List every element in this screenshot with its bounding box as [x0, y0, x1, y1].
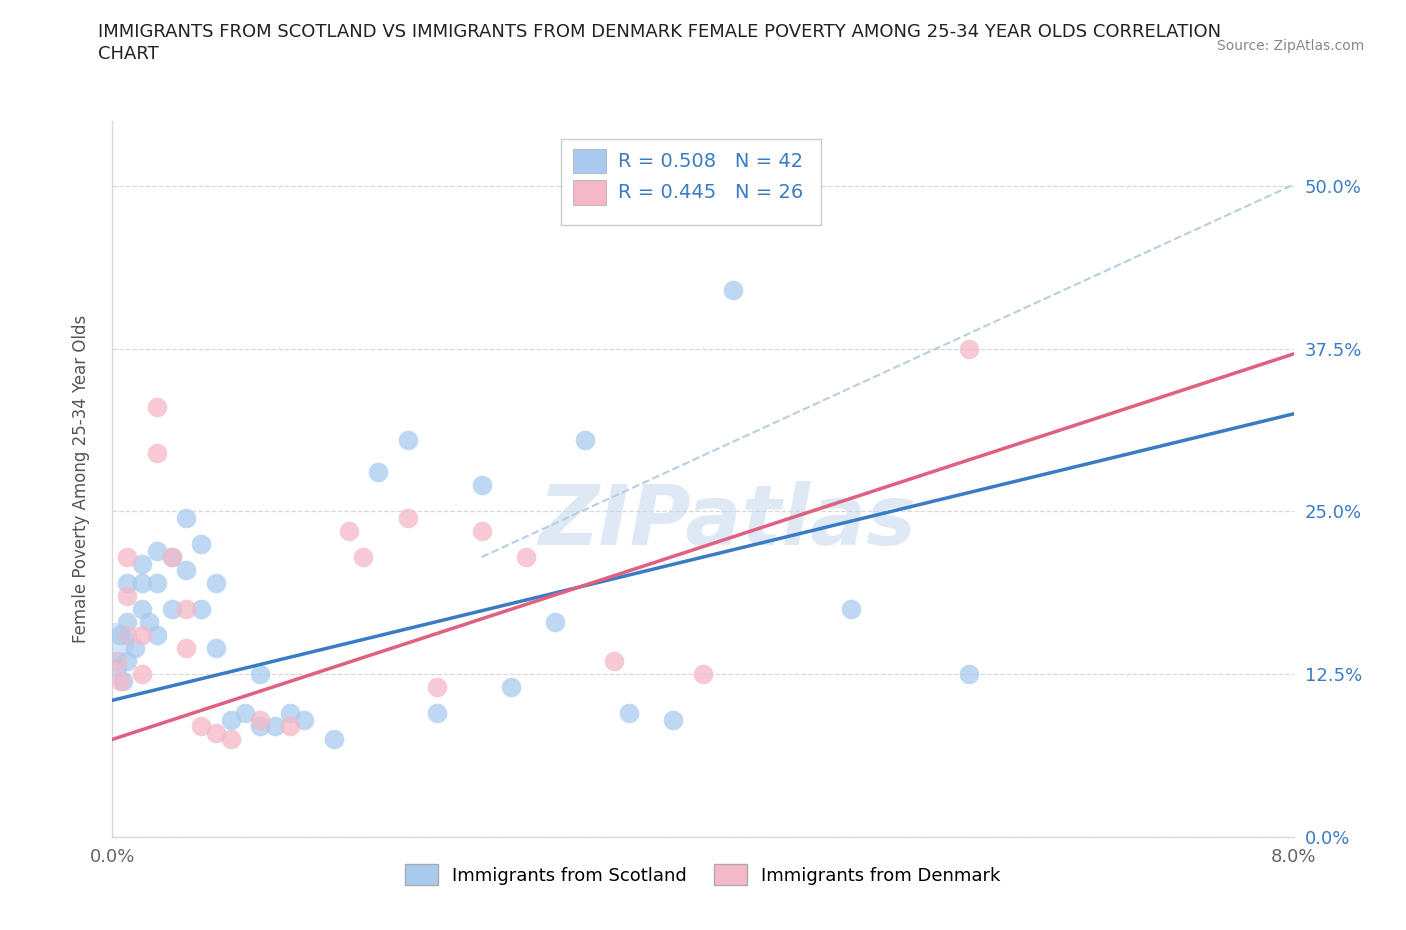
Point	[367, 465, 389, 480]
Point	[662, 712, 685, 727]
Point	[471, 478, 494, 493]
Text: R = 0.508   N = 42: R = 0.508 N = 42	[619, 152, 803, 171]
Point	[957, 667, 980, 682]
Point	[146, 445, 169, 460]
Point	[117, 589, 138, 604]
Point	[471, 524, 494, 538]
Point	[131, 628, 153, 643]
Point	[174, 511, 197, 525]
Point	[117, 550, 138, 565]
Point	[219, 712, 242, 727]
Point	[174, 602, 197, 617]
Point	[108, 628, 131, 643]
Point	[138, 615, 160, 630]
Point	[957, 341, 980, 356]
Point	[396, 511, 419, 525]
Point	[190, 719, 212, 734]
Point	[131, 602, 153, 617]
Text: R = 0.445   N = 26: R = 0.445 N = 26	[619, 183, 803, 202]
Point	[111, 673, 134, 688]
Point	[117, 628, 138, 643]
FancyBboxPatch shape	[574, 180, 606, 205]
Point	[117, 615, 138, 630]
Point	[105, 660, 128, 675]
Point	[264, 719, 287, 734]
Point	[292, 712, 315, 727]
Point	[515, 550, 537, 565]
Point	[103, 634, 125, 649]
Point	[839, 602, 862, 617]
Point	[323, 732, 346, 747]
Point	[117, 654, 138, 669]
Point	[603, 654, 626, 669]
Point	[574, 432, 596, 447]
Point	[190, 537, 212, 551]
Point	[501, 680, 523, 695]
Point	[160, 550, 183, 565]
Point	[721, 283, 744, 298]
Point	[146, 400, 169, 415]
Point	[278, 719, 301, 734]
Point	[174, 641, 197, 656]
Point	[108, 673, 131, 688]
Text: CHART: CHART	[98, 45, 159, 62]
Point	[352, 550, 374, 565]
Text: IMMIGRANTS FROM SCOTLAND VS IMMIGRANTS FROM DENMARK FEMALE POVERTY AMONG 25-34 Y: IMMIGRANTS FROM SCOTLAND VS IMMIGRANTS F…	[98, 23, 1222, 41]
Point	[249, 712, 271, 727]
Text: Source: ZipAtlas.com: Source: ZipAtlas.com	[1216, 39, 1364, 53]
Point	[544, 615, 567, 630]
Point	[219, 732, 242, 747]
Point	[146, 628, 169, 643]
Point	[619, 706, 641, 721]
Point	[146, 576, 169, 591]
Point	[117, 576, 138, 591]
Point	[160, 550, 183, 565]
Point	[426, 706, 449, 721]
Legend: Immigrants from Scotland, Immigrants from Denmark: Immigrants from Scotland, Immigrants fro…	[398, 857, 1008, 893]
Text: ZIPatlas: ZIPatlas	[537, 482, 915, 563]
Point	[205, 641, 228, 656]
Point	[278, 706, 301, 721]
Point	[131, 556, 153, 571]
Point	[205, 576, 228, 591]
Y-axis label: Female Poverty Among 25-34 Year Olds: Female Poverty Among 25-34 Year Olds	[72, 315, 90, 643]
Point	[692, 667, 714, 682]
FancyBboxPatch shape	[561, 139, 821, 225]
Point	[160, 602, 183, 617]
Point	[190, 602, 212, 617]
Point	[396, 432, 419, 447]
Point	[105, 654, 128, 669]
Point	[249, 719, 271, 734]
Point	[174, 563, 197, 578]
Point	[124, 641, 146, 656]
Point	[131, 667, 153, 682]
Point	[131, 576, 153, 591]
Point	[337, 524, 360, 538]
Point	[146, 543, 169, 558]
Point	[205, 725, 228, 740]
FancyBboxPatch shape	[574, 149, 606, 173]
Point	[249, 667, 271, 682]
Point	[426, 680, 449, 695]
Point	[233, 706, 256, 721]
